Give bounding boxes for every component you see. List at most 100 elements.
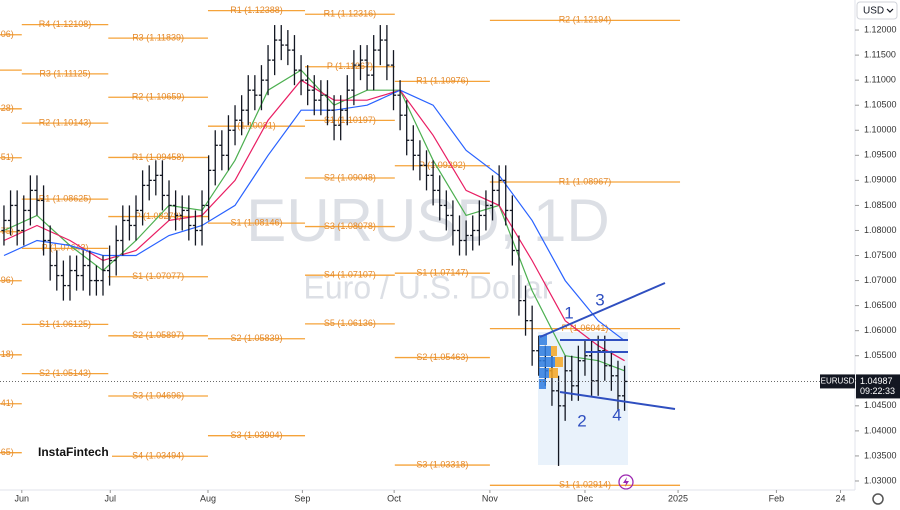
pivot-label: S2 (1.05143): [39, 368, 91, 378]
moving-average: [3, 79, 625, 362]
profile-bar: [555, 357, 563, 367]
profile-bar: [549, 368, 558, 378]
symbol-tag: [820, 374, 855, 389]
pivot-label: R2 (1.12194): [559, 15, 612, 25]
annotation: 1: [564, 303, 573, 322]
pivot-label: 96): [1, 275, 14, 285]
profile-bar: [539, 335, 547, 345]
pivot-label: 06): [1, 29, 14, 39]
pivot-label: R4 (1.12108): [39, 19, 92, 29]
pivot-label: (1.10081): [237, 121, 276, 131]
pivot-label: S1 (1.02914): [559, 480, 611, 490]
y-tick-label: 1.12000: [864, 24, 897, 34]
pivot-label: P (1.09292): [419, 160, 466, 170]
pivot-label: S3 (1.03318): [416, 459, 468, 469]
pivot-label: S3 (1.04696): [132, 390, 184, 400]
profile-bar: [539, 379, 546, 389]
y-tick-label: 1.03000: [864, 475, 897, 485]
y-tick-label: 1.09000: [864, 175, 897, 185]
y-tick-label: 1.05500: [864, 350, 897, 360]
pivot-label: 51): [1, 152, 14, 162]
event-icon-bolt: [623, 477, 629, 487]
ma-layer: [3, 69, 625, 372]
y-tick-label: 1.08000: [864, 225, 897, 235]
pivot-label: 28): [1, 103, 14, 113]
pivot-label: R2 (1.10659): [132, 92, 185, 102]
x-tick-label: Dec: [577, 493, 594, 503]
pivot-label: R1 (1.08967): [559, 176, 612, 186]
pivot-label: S1 (1.08146): [230, 218, 282, 228]
pivot-label: R1 (1.12316): [324, 9, 377, 19]
profile-bar: [539, 357, 555, 367]
trend-lines: [539, 282, 676, 410]
pivot-label: S2 (1.05463): [416, 352, 468, 362]
pivot-label: S2 (1.09048): [324, 172, 376, 182]
currency-button[interactable]: [856, 1, 898, 20]
x-tick-label: 2025: [668, 493, 688, 503]
pivot-label: S1 (1.10197): [324, 115, 376, 125]
pivot-label: S1 (1.07147): [416, 268, 468, 278]
price-axis: [855, 0, 900, 510]
pivot-label: S3 (1.08078): [324, 221, 376, 231]
y-tick-label: 1.06000: [864, 325, 897, 335]
y-tick-label: 1.10500: [864, 100, 897, 110]
pivot-label: 41): [1, 398, 14, 408]
event-icon[interactable]: [618, 474, 634, 490]
y-tick-label: 1.11500: [864, 49, 896, 59]
price-tag-time: 09:22:33: [860, 386, 895, 396]
pivot-label: R3 (1.11839): [132, 33, 184, 43]
x-tick-label: Aug: [200, 493, 216, 503]
pivot-label: R1 (1.12388): [230, 5, 283, 15]
pivot-label: P (1.11267): [327, 61, 373, 71]
symbol-tag-label: EURUSD: [821, 377, 855, 386]
pivot-label: R1 (1.08625): [39, 194, 92, 204]
pivot-label: S1 (1.06125): [39, 319, 91, 329]
brand-box: [30, 442, 112, 464]
y-tick-label: 1.07000: [864, 275, 897, 285]
x-tick-label: Oct: [387, 493, 402, 503]
pivot-label: S4 (1.07107): [324, 270, 376, 280]
y-tick-label: 1.11000: [864, 75, 896, 85]
y-tick-label: 1.07500: [864, 250, 897, 260]
currency: USD: [863, 6, 884, 17]
x-tick-label: Feb: [769, 493, 785, 503]
pivot-label: S5 (1.06136): [324, 318, 376, 328]
pivot-label: P (1.07643): [42, 243, 89, 253]
moving-average: [3, 69, 625, 372]
pivot-label: R2 (1.10143): [39, 117, 92, 127]
profile-bar: [551, 346, 557, 356]
y-tick-label: 1.04500: [864, 400, 897, 410]
x-tick-label: Jul: [105, 493, 117, 503]
pivot-label: R3 (1.11125): [39, 68, 90, 78]
y-tick-label: 1.09500: [864, 150, 897, 160]
x-tick-label: Nov: [482, 493, 499, 503]
x-tick-label: Jun: [15, 493, 30, 503]
y-tick-label: 1.08500: [864, 200, 897, 210]
pivot-label: 75): [1, 226, 14, 236]
pivot-label: S2 (1.05839): [230, 333, 282, 343]
annotation: 2: [577, 411, 586, 430]
dropdown-arrow: [886, 8, 894, 13]
price-tag-value: 1.04987: [860, 376, 893, 386]
pivot-label: P (1.06041): [562, 323, 609, 333]
pivot-label: S3 (1.03904): [230, 430, 282, 440]
profile-bar: [539, 368, 549, 378]
bar-layer: [1, 25, 628, 466]
pivot-label: S1 (1.07077): [132, 271, 184, 281]
x-tick-label: Sep: [294, 493, 310, 503]
trend-line: [559, 391, 676, 410]
annotation: 4: [612, 405, 621, 424]
pivot-label: 65): [1, 447, 14, 457]
annotation: 3: [595, 290, 604, 309]
y-tick-label: 1.10000: [864, 125, 897, 135]
pivot-label: S4 (1.03494): [132, 451, 184, 461]
profile-bar: [539, 346, 551, 356]
x-tick-label: 24: [835, 493, 845, 503]
price-tag: [856, 374, 900, 399]
y-tick-label: 1.03500: [864, 450, 897, 460]
pivot-label: R1 (1.09458): [132, 152, 185, 162]
settings-icon[interactable]: [872, 493, 884, 505]
